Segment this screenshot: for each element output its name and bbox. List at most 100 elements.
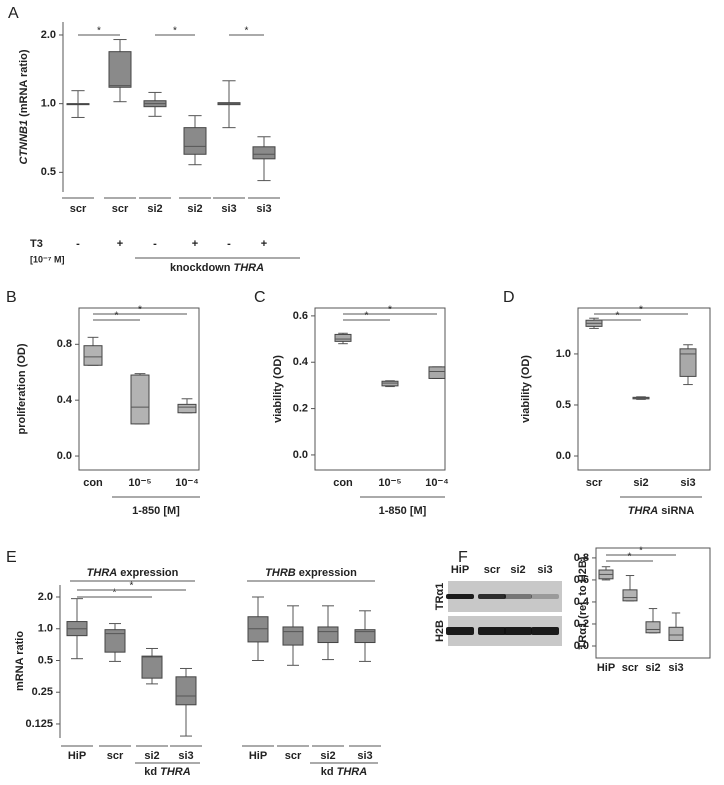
box: [175, 676, 197, 706]
x-tick-label: si3: [680, 477, 695, 489]
y-axis-label: proliferation (OD): [16, 343, 28, 434]
treatment-value: -: [153, 238, 157, 250]
y-axis-label-part: mRNA ratio: [14, 631, 26, 691]
x-tick-label: scr: [70, 203, 87, 215]
subgroup-label-part: kd: [144, 766, 157, 778]
box: [282, 626, 304, 646]
x-axis-label: 1-850 [M]: [379, 505, 427, 517]
blot-row-label: TRα1: [434, 583, 446, 611]
y-tick-label: 0.0: [556, 450, 571, 462]
treatment-value: +: [192, 238, 198, 250]
significance-label: *: [173, 26, 177, 37]
x-tick-label: si3: [256, 203, 271, 215]
treatment-value: -: [227, 238, 231, 250]
y-tick-label: 0.6: [293, 310, 308, 322]
box: [104, 629, 126, 653]
y-axis-label-part: (rel. to H2B): [577, 556, 589, 619]
y-tick-label: 0.25: [32, 686, 53, 698]
x-tick-label: 10⁻⁵: [378, 477, 401, 489]
x-tick-label: si3: [357, 750, 372, 762]
x-tick-label: HiP: [597, 662, 615, 674]
group-label: THRB expression: [265, 567, 357, 579]
x-axis-label-part: 1-850 [M]: [132, 505, 180, 517]
x-tick-label: si2: [320, 750, 335, 762]
box: [177, 403, 197, 414]
significance-label: *: [388, 305, 392, 316]
significance-label: *: [130, 581, 134, 592]
blot-lane-label: scr: [484, 564, 501, 576]
y-tick-label: 0.2: [293, 402, 308, 414]
group-label-part: expression: [299, 567, 357, 579]
significance-label: *: [639, 305, 643, 316]
subgroup-label: kd THRA: [144, 766, 190, 778]
treatment-label: T3: [30, 238, 43, 250]
x-axis-label: THRA siRNA: [628, 505, 695, 517]
box: [354, 629, 376, 644]
box: [668, 626, 684, 641]
treatment-unit: [10⁻⁷ M]: [30, 254, 64, 264]
box: [252, 146, 276, 160]
blot-band: [478, 627, 506, 635]
y-tick-label: 0.4: [57, 394, 73, 406]
x-tick-label: scr: [112, 203, 129, 215]
treatment-value: -: [76, 238, 80, 250]
blot-band: [531, 594, 559, 599]
x-axis-label-part: 1-850 [M]: [379, 505, 427, 517]
y-tick-label: 1.0: [41, 98, 56, 110]
x-tick-label: 10⁻⁴: [175, 477, 198, 489]
blot-lane-label: si2: [510, 564, 525, 576]
y-tick-label: 0.0: [574, 640, 589, 652]
x-tick-label: si2: [147, 203, 162, 215]
treatment-value: +: [117, 238, 123, 250]
group-label: THRA expression: [87, 567, 179, 579]
y-axis-label-part: TRα1: [577, 622, 589, 650]
x-tick-label: HiP: [68, 750, 86, 762]
significance-label: *: [113, 588, 117, 599]
y-tick-label: 2.0: [38, 591, 53, 603]
x-tick-label: si3: [178, 750, 193, 762]
significance-label: *: [616, 311, 620, 322]
blot-band: [446, 594, 474, 599]
panel-letter: E: [6, 549, 17, 566]
box: [317, 626, 339, 644]
x-tick-label: si2: [645, 662, 660, 674]
group-label-part: expression: [120, 567, 178, 579]
x-tick-label: si3: [668, 662, 683, 674]
y-tick-label: 1.0: [38, 623, 53, 635]
y-tick-label: 0.4: [293, 356, 309, 368]
y-axis-label: viability (OD): [520, 355, 532, 423]
significance-label: *: [115, 311, 119, 322]
x-tick-label: con: [333, 477, 353, 489]
y-axis-label-part: CTNNB1: [18, 120, 30, 165]
y-tick-label: 0.0: [293, 449, 308, 461]
blot-lane-label: si3: [537, 564, 552, 576]
x-tick-label: 10⁻⁵: [128, 477, 151, 489]
plot-frame: [595, 547, 711, 659]
box: [679, 348, 697, 377]
plot-frame: [314, 307, 446, 471]
box: [141, 655, 163, 679]
box: [622, 589, 638, 602]
y-tick-label: 0.0: [57, 450, 72, 462]
y-tick-label: 0.5: [556, 399, 571, 411]
x-tick-label: scr: [107, 750, 124, 762]
blot-band: [504, 627, 532, 635]
significance-label: *: [245, 26, 249, 37]
plot-frame: [78, 307, 200, 471]
box: [83, 345, 103, 366]
blot-band: [446, 627, 474, 635]
blot-band: [478, 594, 506, 599]
y-tick-label: 0.6: [574, 574, 589, 586]
y-tick-label: 0.5: [41, 166, 56, 178]
group-label-part: THRB: [265, 567, 296, 579]
subgroup-label-part: kd: [321, 766, 334, 778]
x-tick-label: scr: [622, 662, 639, 674]
blot-row-label: H2B: [434, 620, 446, 642]
box: [645, 621, 661, 634]
plot-frame: [577, 307, 711, 471]
box: [334, 333, 352, 342]
blot-band: [504, 594, 532, 599]
y-axis-label-part: viability (OD): [520, 355, 532, 423]
box: [183, 127, 207, 155]
